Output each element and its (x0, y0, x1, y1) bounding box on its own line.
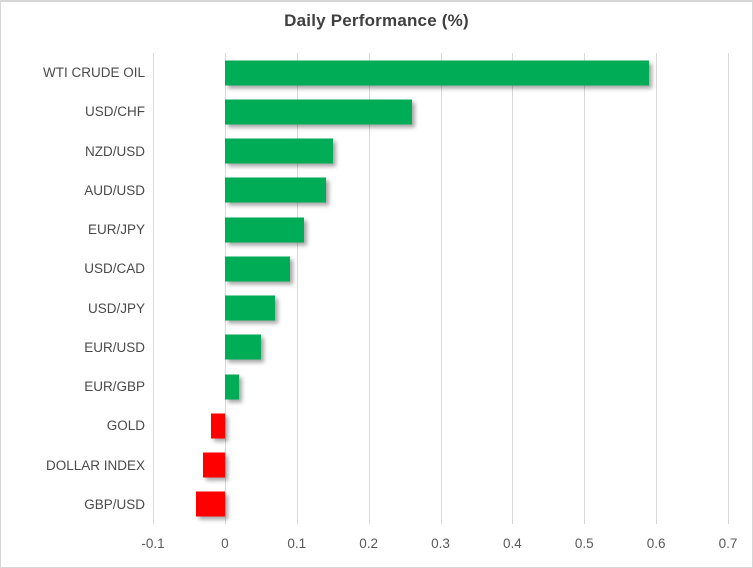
category-label: EUR/JPY (87, 222, 145, 238)
category-label: USD/CHF (85, 104, 145, 120)
x-tick-label: -0.1 (141, 536, 165, 551)
positive-bar (224, 138, 333, 164)
x-tick-label: 0.3 (431, 536, 450, 551)
gridline (512, 53, 514, 524)
x-tick-label: 0.1 (287, 536, 307, 551)
plot-area (153, 53, 729, 524)
category-label: GBP/USD (84, 496, 145, 512)
gridline (656, 53, 658, 524)
x-tick-label: 0.2 (359, 536, 379, 551)
x-tick-label: 0.7 (718, 536, 738, 551)
positive-bar (224, 177, 326, 203)
bar-row (153, 367, 728, 406)
category-label: DOLLAR INDEX (45, 457, 145, 473)
positive-bar (224, 334, 261, 360)
negative-bar (196, 491, 225, 517)
category-label: EUR/USD (84, 339, 145, 355)
positive-bar (224, 99, 412, 125)
bar-row (153, 289, 728, 328)
zero-gridline (224, 53, 226, 524)
bar-row (153, 328, 728, 367)
category-label: EUR/GBP (84, 379, 145, 395)
gridline (368, 53, 370, 524)
positive-bar (224, 60, 649, 86)
gridline (728, 53, 729, 524)
bar-row (153, 249, 728, 288)
gridline (440, 53, 442, 524)
x-tick-label: 0 (221, 536, 229, 551)
chart-title: Daily Performance (%) (284, 11, 469, 30)
bar-row (153, 53, 728, 92)
bar-row (153, 485, 728, 524)
category-label: USD/CAD (84, 261, 145, 277)
bar-row (153, 171, 728, 210)
bar-row (153, 132, 728, 171)
bar-row (153, 406, 728, 445)
positive-bar (224, 217, 304, 243)
positive-bar (224, 256, 290, 282)
positive-bar (224, 374, 240, 400)
x-tick-label: 0.5 (574, 536, 594, 551)
bar-row (153, 92, 728, 131)
negative-bar (203, 452, 225, 478)
gridline (296, 53, 298, 524)
value-axis: -0.1 0 0.1 0.2 0.3 0.4 0.5 0.6 0.7 (141, 534, 737, 556)
bar-rows (153, 53, 728, 524)
bar-row (153, 446, 728, 485)
bar-row (153, 210, 728, 249)
category-label: WTI CRUDE OIL (42, 65, 145, 81)
category-label: USD/JPY (87, 300, 145, 316)
x-tick-label: 0.4 (502, 536, 522, 551)
category-axis: WTI CRUDE OIL USD/CHF NZD/USD AUD/USD EUR/JP… (1, 53, 145, 524)
category-label: NZD/USD (85, 143, 145, 159)
gridline (153, 53, 154, 524)
category-label: GOLD (106, 418, 145, 434)
gridline (584, 53, 586, 524)
positive-bar (224, 295, 276, 321)
x-tick-label: 0.6 (646, 536, 666, 551)
category-label: AUD/USD (84, 182, 145, 198)
negative-bar (210, 413, 225, 439)
